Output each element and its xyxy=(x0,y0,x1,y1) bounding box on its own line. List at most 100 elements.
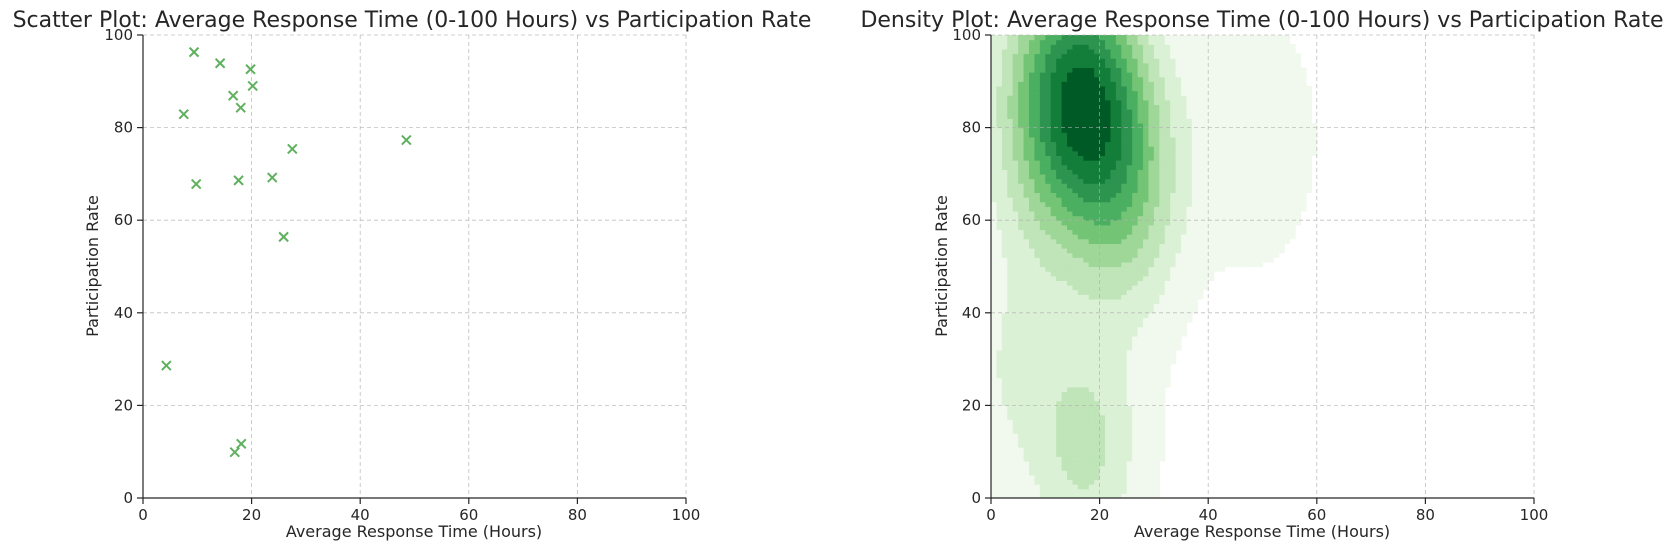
density-cell xyxy=(1257,48,1264,55)
density-cell xyxy=(1007,85,1014,92)
density-cell xyxy=(1094,146,1101,152)
density-cell xyxy=(1219,99,1226,106)
density-cell xyxy=(1105,368,1112,374)
density-cell xyxy=(991,53,998,59)
density-cell xyxy=(1023,58,1030,64)
density-cell xyxy=(1034,72,1041,78)
density-cell xyxy=(1099,160,1106,166)
density-cell xyxy=(996,247,1003,254)
density-cell xyxy=(1083,169,1090,175)
density-cell xyxy=(1039,460,1046,467)
density-cell xyxy=(1170,169,1177,175)
density-cell xyxy=(1115,396,1122,402)
density-cell xyxy=(1284,58,1291,64)
density-cell xyxy=(1039,72,1046,78)
density-cell xyxy=(1029,53,1036,59)
density-cell xyxy=(1067,173,1074,180)
density-cell xyxy=(1007,132,1014,138)
density-cell xyxy=(1153,465,1160,471)
density-cell xyxy=(1132,456,1139,462)
density-cell xyxy=(1164,122,1171,129)
density-cell xyxy=(1164,48,1171,55)
density-cell xyxy=(1126,136,1133,143)
density-cell xyxy=(1181,266,1188,272)
density-cell xyxy=(1132,76,1139,82)
density-cell xyxy=(996,437,1003,444)
density-cell xyxy=(1077,90,1084,96)
density-cell xyxy=(1267,53,1274,59)
density-cell xyxy=(1257,104,1264,110)
density-cell xyxy=(1175,109,1182,115)
density-y-tick-label: 100 xyxy=(952,26,981,44)
density-cell xyxy=(1083,400,1090,406)
density-cell xyxy=(1034,132,1041,138)
density-cell xyxy=(1132,95,1139,101)
density-cell xyxy=(1012,326,1019,332)
density-cell xyxy=(1132,118,1139,124)
density-cell xyxy=(1083,173,1090,180)
density-cell xyxy=(1094,414,1101,420)
density-cell xyxy=(1159,210,1166,217)
density-cell xyxy=(1137,372,1144,379)
density-cell xyxy=(1278,67,1285,73)
density-cell xyxy=(1197,275,1204,281)
density-cell xyxy=(1219,234,1226,240)
density-cell xyxy=(1023,109,1030,115)
density-cell xyxy=(1186,215,1193,221)
density-cell xyxy=(1039,173,1046,180)
scatter-point xyxy=(188,46,200,58)
density-cell xyxy=(1067,312,1074,319)
density-cell xyxy=(1186,178,1193,184)
density-cell xyxy=(1148,396,1155,402)
density-cell xyxy=(1012,229,1019,235)
density-cell xyxy=(1099,340,1106,346)
density-cell xyxy=(1001,363,1008,369)
density-cell xyxy=(1229,72,1236,78)
density-cell xyxy=(1115,266,1122,272)
density-cell xyxy=(1208,72,1215,78)
density-cell xyxy=(1067,405,1074,411)
density-cell xyxy=(1262,72,1269,78)
density-cell xyxy=(1305,95,1312,101)
density-cell xyxy=(1056,298,1063,305)
density-cell xyxy=(1219,81,1226,87)
density-cell xyxy=(1072,377,1079,383)
density-y-tick-label: 60 xyxy=(962,211,981,229)
density-cell xyxy=(1132,113,1139,119)
density-cell xyxy=(1148,433,1155,439)
density-cell xyxy=(1072,234,1079,240)
density-cell xyxy=(1132,396,1139,402)
density-cell xyxy=(1045,405,1052,411)
density-cell xyxy=(1181,289,1188,295)
density-cell xyxy=(1056,109,1063,115)
density-cell xyxy=(1153,396,1160,402)
density-cell xyxy=(1273,220,1280,226)
density-cell xyxy=(1153,99,1160,106)
density-cell xyxy=(1181,215,1188,221)
density-cell xyxy=(1175,271,1182,277)
density-cell xyxy=(1115,257,1122,263)
density-cell xyxy=(1278,150,1285,156)
density-cell xyxy=(991,224,998,231)
density-cell xyxy=(1007,465,1014,471)
density-cell xyxy=(1186,48,1193,55)
density-cell xyxy=(1023,169,1030,175)
density-cell xyxy=(1153,146,1160,152)
density-cell xyxy=(1137,183,1144,189)
density-cell xyxy=(1045,460,1052,467)
density-cell xyxy=(1143,215,1150,221)
density-cell xyxy=(1029,122,1036,129)
density-cell xyxy=(1023,164,1030,170)
density-cell xyxy=(1056,289,1063,295)
density-cell xyxy=(1007,266,1014,272)
density-cell xyxy=(1045,48,1052,55)
density-cell xyxy=(1202,266,1209,272)
density-cell xyxy=(1164,238,1171,244)
density-cell xyxy=(1164,201,1171,207)
density-cell xyxy=(1007,164,1014,170)
density-cell xyxy=(1012,53,1019,59)
density-cell xyxy=(1170,72,1177,78)
density-cell xyxy=(1067,220,1074,226)
density-cell xyxy=(1067,447,1074,453)
density-cell xyxy=(1137,252,1144,258)
